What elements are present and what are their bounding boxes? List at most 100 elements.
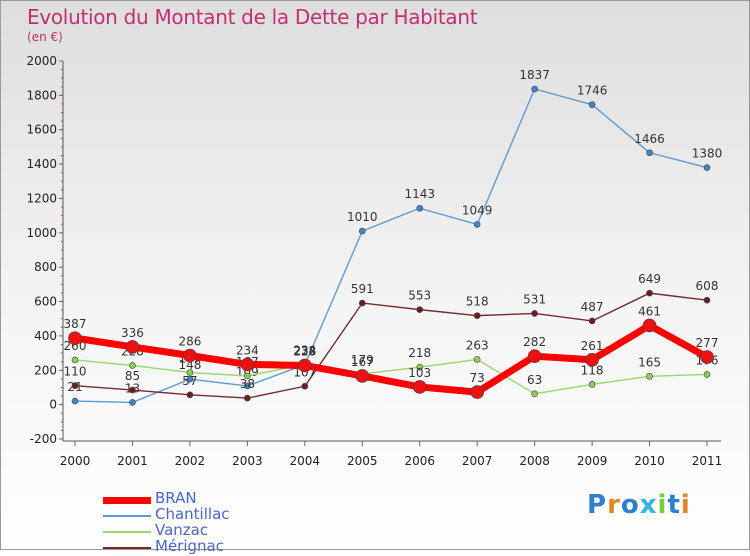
data-label: 286 <box>178 334 201 348</box>
data-point <box>183 348 197 363</box>
data-label: 57 <box>182 374 197 388</box>
data-label: 261 <box>581 339 604 353</box>
data-label: 232 <box>293 344 316 358</box>
data-point <box>71 382 79 390</box>
data-point <box>244 394 251 402</box>
data-label: 608 <box>696 279 719 293</box>
data-label: 649 <box>638 272 661 286</box>
data-label: 118 <box>581 363 604 377</box>
series-line <box>74 88 708 404</box>
data-point <box>703 371 711 378</box>
data-point <box>129 399 136 406</box>
data-label: 263 <box>466 338 489 352</box>
series-vanzac: 26022818716723417921826363118165176 <box>64 338 718 398</box>
data-label: 277 <box>696 336 719 350</box>
data-point <box>186 391 194 399</box>
data-point <box>358 227 366 235</box>
legend-label: Chantillac <box>155 505 230 523</box>
y-tick-label: 1200 <box>26 191 57 205</box>
data-label: 1143 <box>404 187 435 201</box>
data-label: 553 <box>408 289 431 303</box>
series-line <box>74 358 708 395</box>
data-point <box>588 101 596 108</box>
y-tick-label: 800 <box>34 260 57 274</box>
data-point <box>642 318 657 333</box>
logo-letter: t <box>667 490 681 520</box>
data-point <box>646 149 653 157</box>
data-point <box>703 164 711 171</box>
x-tick-label: 2005 <box>347 454 378 468</box>
data-label: 179 <box>351 353 374 367</box>
data-label: 336 <box>121 326 144 340</box>
y-tick-label: 1800 <box>26 88 57 102</box>
data-point <box>71 356 79 364</box>
data-point <box>531 390 538 398</box>
legend-label: BRAN <box>155 489 197 507</box>
x-tick-label: 2006 <box>404 454 435 468</box>
data-point <box>416 363 424 371</box>
data-point <box>531 85 538 93</box>
x-tick-label: 2000 <box>60 454 91 468</box>
legend-label: Vanzac <box>155 521 209 539</box>
x-tick-label: 2003 <box>232 454 263 468</box>
legend-swatch <box>103 531 151 533</box>
data-label: 73 <box>470 371 485 385</box>
data-point <box>646 289 653 297</box>
x-tick-label: 2002 <box>175 454 206 468</box>
logo-letter: i <box>657 490 668 520</box>
x-tick-label: 2007 <box>462 454 493 468</box>
data-label: 1746 <box>577 84 608 98</box>
data-label: 167 <box>351 355 374 369</box>
y-tick-label: 2000 <box>26 54 57 68</box>
data-point <box>585 352 599 367</box>
data-point <box>588 381 596 388</box>
y-tick-label: 200 <box>34 363 57 377</box>
data-label: 63 <box>527 373 542 387</box>
data-point <box>129 386 136 394</box>
logo-letter: r <box>607 490 621 520</box>
series-line <box>71 321 711 396</box>
chart-title: Evolution du Montant de la Dette par Hab… <box>27 5 478 29</box>
data-point <box>588 317 596 325</box>
data-point <box>412 380 427 394</box>
y-tick-label: -200 <box>30 432 57 446</box>
data-point <box>244 372 251 380</box>
x-tick-label: 2001 <box>117 454 148 468</box>
data-point <box>531 310 538 317</box>
y-tick-label: 600 <box>34 295 57 309</box>
data-label: 387 <box>64 317 87 331</box>
data-point <box>298 358 312 373</box>
data-label: 165 <box>638 355 661 369</box>
data-point <box>416 306 424 313</box>
data-point <box>68 331 82 345</box>
data-point <box>416 204 424 212</box>
data-point <box>355 369 370 383</box>
data-label: 461 <box>638 304 661 318</box>
data-label: 1049 <box>462 203 493 217</box>
series-line <box>74 292 708 399</box>
legend-swatch <box>103 515 151 517</box>
logo-letter: o <box>620 490 640 520</box>
legend-label: Mérignac <box>155 537 224 555</box>
data-label: 85 <box>125 369 140 383</box>
chart-subtitle: (en €) <box>27 30 63 44</box>
data-label: 1466 <box>634 132 665 146</box>
x-tick-label: 2008 <box>519 454 550 468</box>
y-tick-label: 1000 <box>26 226 57 240</box>
data-label: 148 <box>178 358 201 372</box>
legend-swatch <box>103 547 151 549</box>
data-label: 282 <box>523 335 546 349</box>
y-tick-label: 400 <box>34 329 57 343</box>
data-point <box>358 299 366 307</box>
data-point <box>301 382 309 390</box>
logo-letter: i <box>680 490 691 520</box>
data-point <box>527 349 542 363</box>
y-tick-label: 1600 <box>26 123 57 137</box>
data-label: 487 <box>581 300 604 314</box>
legend-swatch <box>103 496 151 504</box>
data-point <box>703 296 711 304</box>
x-tick-label: 2011 <box>692 454 723 468</box>
